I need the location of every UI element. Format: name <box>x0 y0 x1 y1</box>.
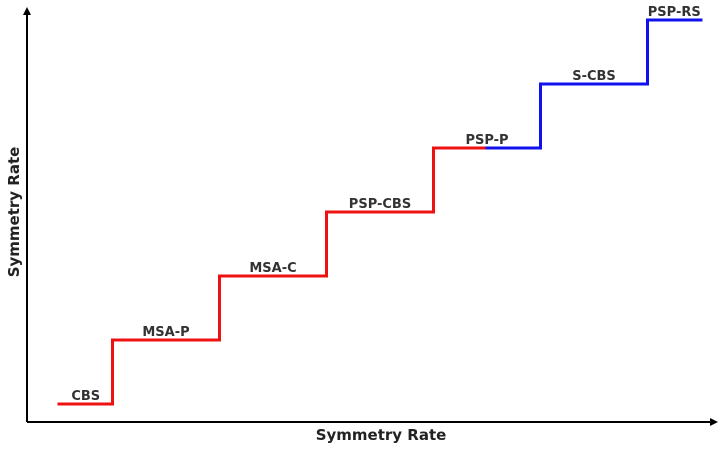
x-axis-title: Symmetry Rate <box>316 426 447 444</box>
step-label-psp-p: PSP-P <box>465 133 508 148</box>
step-label-msa-c: MSA-C <box>249 261 296 276</box>
step-label-psp-cbs: PSP-CBS <box>349 197 411 212</box>
step-label-cbs: CBS <box>71 389 100 404</box>
step-label-msa-p: MSA-P <box>142 325 189 340</box>
step-label-psp-rs: PSP-RS <box>648 5 701 20</box>
step-label-s-cbs: S-CBS <box>572 69 616 84</box>
steps-layer: CBS MSA-P MSA-C PSP-CBS PSP-P S-CBS PSP-RS <box>57 5 703 406</box>
y-axis-title: Symmetry Rate <box>5 147 23 278</box>
